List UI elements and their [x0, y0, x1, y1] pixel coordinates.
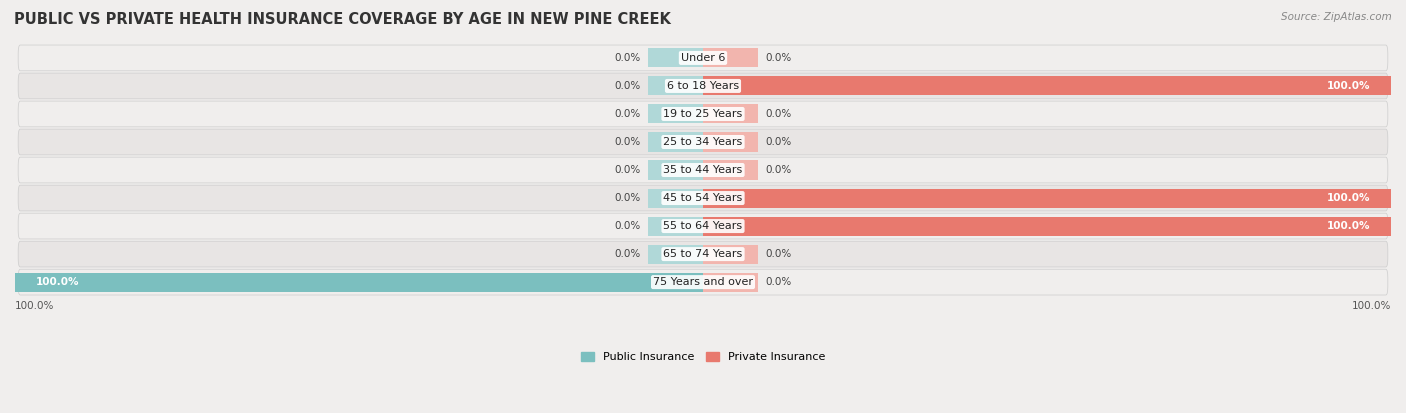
Text: 0.0%: 0.0%: [614, 165, 641, 175]
Text: 75 Years and over: 75 Years and over: [652, 277, 754, 287]
Bar: [703, 188, 1391, 208]
Bar: [648, 273, 703, 292]
Text: 55 to 64 Years: 55 to 64 Years: [664, 221, 742, 231]
Text: 100.0%: 100.0%: [1351, 301, 1391, 311]
FancyBboxPatch shape: [18, 157, 1388, 183]
Legend: Public Insurance, Private Insurance: Public Insurance, Private Insurance: [576, 347, 830, 367]
Text: 0.0%: 0.0%: [614, 81, 641, 91]
Text: 0.0%: 0.0%: [614, 221, 641, 231]
Bar: [703, 161, 758, 180]
Text: 6 to 18 Years: 6 to 18 Years: [666, 81, 740, 91]
Text: 100.0%: 100.0%: [35, 277, 79, 287]
Text: 0.0%: 0.0%: [765, 165, 792, 175]
Text: 0.0%: 0.0%: [614, 109, 641, 119]
Bar: [703, 244, 758, 263]
Bar: [648, 76, 703, 95]
Text: 45 to 54 Years: 45 to 54 Years: [664, 193, 742, 203]
Text: 0.0%: 0.0%: [614, 53, 641, 63]
Text: 19 to 25 Years: 19 to 25 Years: [664, 109, 742, 119]
Bar: [648, 48, 703, 67]
Bar: [703, 188, 758, 208]
Bar: [15, 273, 703, 292]
Bar: [703, 104, 758, 123]
Text: 0.0%: 0.0%: [614, 249, 641, 259]
Bar: [648, 188, 703, 208]
FancyBboxPatch shape: [18, 185, 1388, 211]
Text: 0.0%: 0.0%: [765, 249, 792, 259]
Bar: [703, 76, 758, 95]
Text: 25 to 34 Years: 25 to 34 Years: [664, 137, 742, 147]
FancyBboxPatch shape: [18, 241, 1388, 267]
Bar: [648, 216, 703, 235]
FancyBboxPatch shape: [18, 45, 1388, 71]
Text: PUBLIC VS PRIVATE HEALTH INSURANCE COVERAGE BY AGE IN NEW PINE CREEK: PUBLIC VS PRIVATE HEALTH INSURANCE COVER…: [14, 12, 671, 27]
Text: 0.0%: 0.0%: [614, 193, 641, 203]
Bar: [648, 161, 703, 180]
Bar: [648, 133, 703, 152]
Text: 100.0%: 100.0%: [15, 301, 55, 311]
FancyBboxPatch shape: [18, 73, 1388, 99]
Bar: [648, 104, 703, 123]
FancyBboxPatch shape: [18, 213, 1388, 239]
FancyBboxPatch shape: [18, 269, 1388, 295]
Text: 100.0%: 100.0%: [1327, 193, 1371, 203]
Text: 65 to 74 Years: 65 to 74 Years: [664, 249, 742, 259]
Text: 0.0%: 0.0%: [765, 277, 792, 287]
Text: Source: ZipAtlas.com: Source: ZipAtlas.com: [1281, 12, 1392, 22]
Text: 0.0%: 0.0%: [765, 137, 792, 147]
Bar: [703, 216, 1391, 235]
Bar: [703, 273, 758, 292]
Bar: [703, 133, 758, 152]
Text: 0.0%: 0.0%: [765, 53, 792, 63]
Text: 35 to 44 Years: 35 to 44 Years: [664, 165, 742, 175]
Text: 0.0%: 0.0%: [765, 109, 792, 119]
Text: Under 6: Under 6: [681, 53, 725, 63]
Bar: [703, 76, 1391, 95]
FancyBboxPatch shape: [18, 129, 1388, 155]
Bar: [703, 216, 758, 235]
FancyBboxPatch shape: [18, 101, 1388, 127]
Text: 100.0%: 100.0%: [1327, 221, 1371, 231]
Bar: [648, 244, 703, 263]
Bar: [703, 48, 758, 67]
Text: 0.0%: 0.0%: [614, 137, 641, 147]
Text: 100.0%: 100.0%: [1327, 81, 1371, 91]
